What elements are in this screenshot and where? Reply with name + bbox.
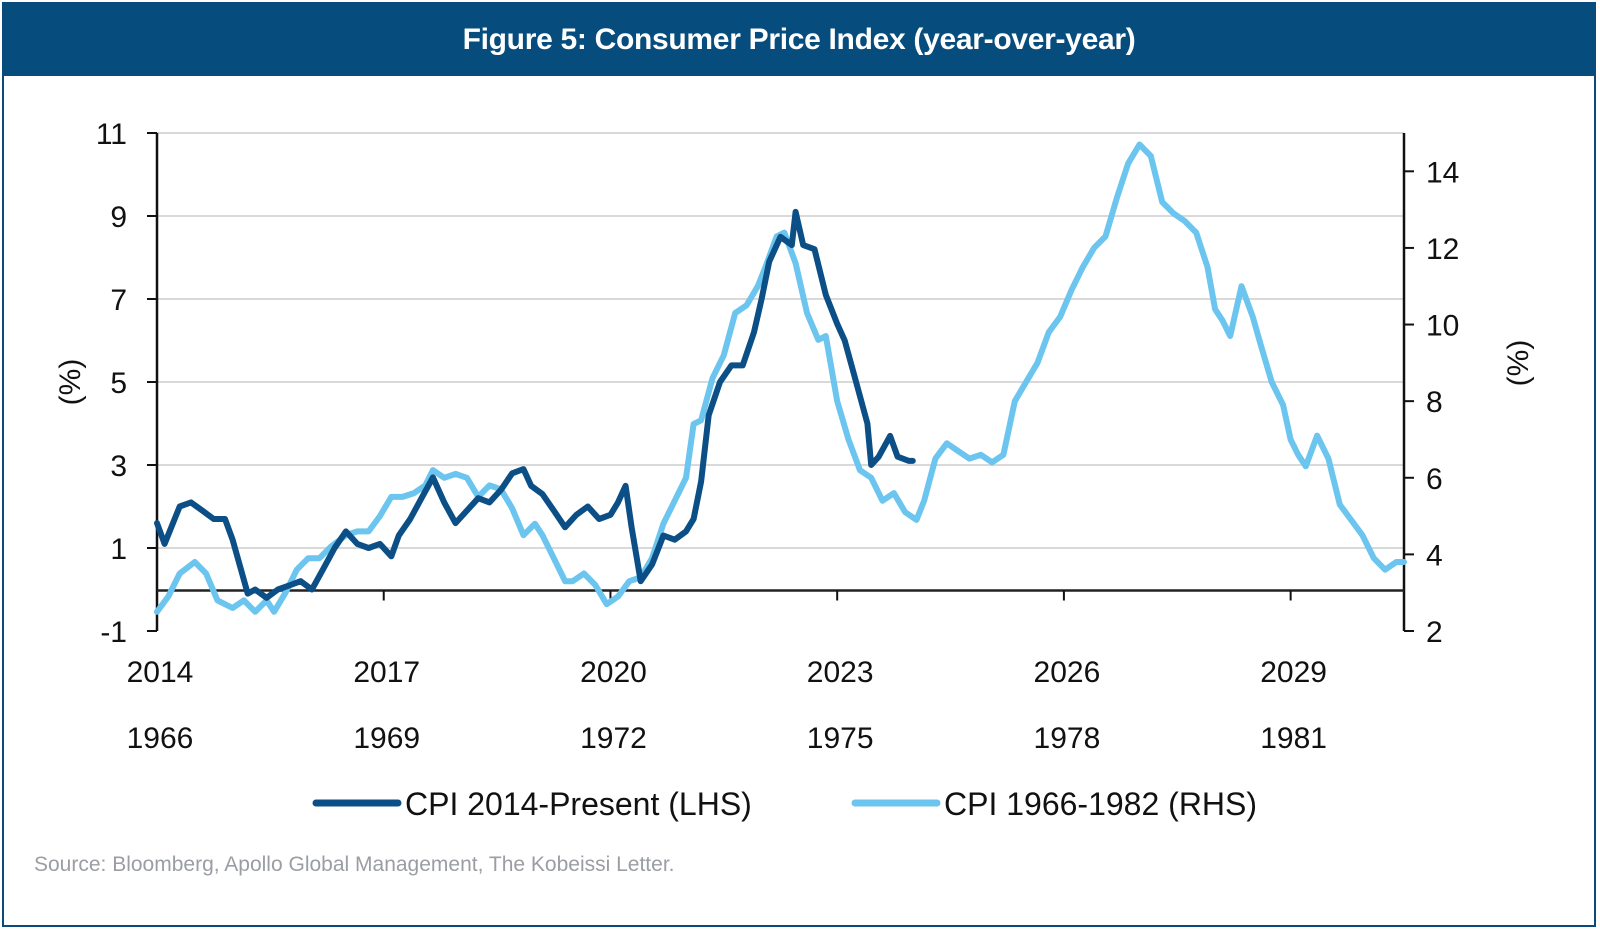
- right-axis-title: (%): [1502, 340, 1535, 387]
- right-tick-label: 4: [1426, 539, 1443, 572]
- left-axis-title: (%): [54, 359, 87, 406]
- right-tick-label: 2: [1426, 616, 1443, 649]
- x-tick-label-primary: 2026: [1034, 656, 1101, 689]
- gridlines: [157, 132, 1404, 549]
- x-tick-label-secondary: 1981: [1260, 722, 1327, 755]
- source-note: Source: Bloomberg, Apollo Global Managem…: [34, 853, 675, 876]
- left-tick-label: 1: [110, 533, 127, 566]
- series-line-cpi-1966-1982: [154, 141, 1407, 615]
- x-tick-label-primary: 2023: [807, 656, 874, 689]
- legend-label: CPI 1966-1982 (RHS): [944, 786, 1257, 822]
- axes: [147, 132, 1414, 632]
- legend-label: CPI 2014-Present (LHS): [405, 786, 752, 822]
- x-tick-label-secondary: 1972: [580, 722, 647, 755]
- x-tick-label-secondary: 1966: [127, 722, 194, 755]
- left-tick-label: 11: [96, 118, 127, 151]
- tick-labels: 11 9 7 5 3 1 -1 14 12 10 8 6 4 2 2014 1966 2017 1969 2020 1…: [54, 118, 1535, 755]
- left-tick-label: -1: [100, 616, 127, 649]
- x-tick-label-primary: 2014: [127, 656, 194, 689]
- left-tick-label: 3: [110, 450, 127, 483]
- x-tick-label-secondary: 1969: [353, 722, 420, 755]
- right-tick-label: 6: [1426, 463, 1443, 496]
- x-tick-label-secondary: 1978: [1034, 722, 1101, 755]
- chart-title: Figure 5: Consumer Price Index (year-ove…: [4, 4, 1594, 76]
- x-tick-label-secondary: 1975: [807, 722, 874, 755]
- right-tick-label: 8: [1426, 386, 1443, 419]
- legend: CPI 2014-Present (LHS) CPI 1966-1982 (RHS…: [312, 786, 1257, 822]
- series-lines: [154, 141, 1407, 615]
- x-tick-label-primary: 2017: [353, 656, 420, 689]
- left-tick-label: 5: [110, 367, 127, 400]
- right-tick-label: 14: [1426, 156, 1459, 189]
- left-tick-label: 7: [110, 284, 127, 317]
- right-tick-label: 12: [1426, 233, 1459, 266]
- x-tick-label-primary: 2020: [580, 656, 647, 689]
- series-line-cpi-2014-present: [154, 208, 916, 601]
- left-tick-label: 9: [110, 201, 127, 234]
- right-tick-label: 10: [1426, 310, 1459, 343]
- x-tick-label-primary: 2029: [1260, 656, 1327, 689]
